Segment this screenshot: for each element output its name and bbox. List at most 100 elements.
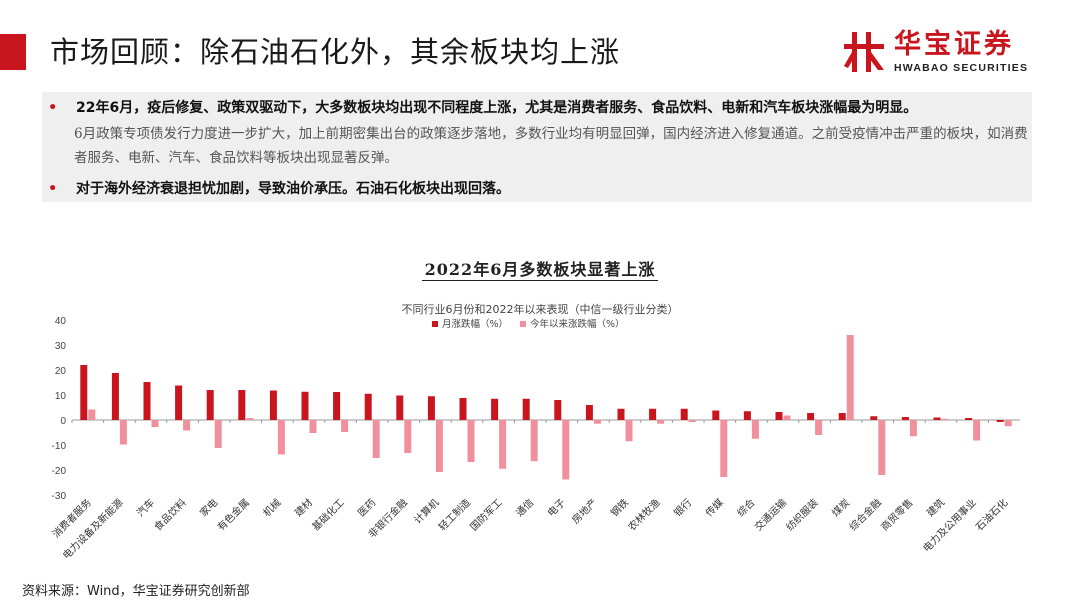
bar-ytd bbox=[435, 420, 443, 472]
bar-ytd bbox=[688, 420, 696, 422]
x-tick-label: 食品饮料 bbox=[151, 496, 188, 533]
brand-name-cn: 华宝证券 bbox=[894, 29, 1014, 60]
bar-monthly bbox=[775, 412, 783, 420]
x-tick-label: 石油石化 bbox=[973, 496, 1010, 533]
bar-monthly bbox=[269, 390, 277, 420]
x-tick-label: 通信 bbox=[514, 497, 537, 520]
bar-ytd bbox=[277, 420, 285, 455]
y-tick-label: -20 bbox=[52, 466, 67, 477]
hwabao-logo-icon bbox=[844, 32, 884, 72]
x-tick-label: 医药 bbox=[356, 497, 379, 520]
bar-ytd bbox=[467, 420, 475, 462]
bar-monthly bbox=[301, 391, 309, 420]
bar-monthly bbox=[743, 411, 751, 420]
legend-label: 月涨跌幅（%） bbox=[442, 318, 508, 330]
bar-monthly bbox=[206, 390, 214, 420]
bar-monthly bbox=[712, 410, 720, 420]
summary-detail: 6月政策专项债发行力度进一步扩大，加上前期密集出台的政策逐步落地，多数行业均有明… bbox=[74, 126, 1028, 166]
bar-ytd bbox=[530, 420, 538, 462]
bar-ytd bbox=[183, 420, 191, 431]
bar-monthly bbox=[901, 417, 909, 420]
chart-subtitle: 不同行业6月份和2022年以来表现（中信一级行业分类） bbox=[402, 302, 679, 316]
x-tick-label: 电力及公用事业 bbox=[920, 496, 979, 555]
x-tick-label: 家电 bbox=[197, 496, 220, 519]
bar-ytd bbox=[593, 420, 601, 424]
chart-title-underline bbox=[422, 280, 658, 281]
bar-ytd bbox=[404, 420, 412, 453]
x-tick-label: 综合 bbox=[734, 496, 757, 519]
bar-ytd bbox=[88, 409, 96, 420]
y-tick-label: 10 bbox=[55, 391, 67, 402]
x-tick-label: 煤炭 bbox=[829, 496, 852, 519]
x-tick-label: 机械 bbox=[260, 496, 283, 519]
bar-monthly bbox=[111, 373, 119, 420]
bar-ytd bbox=[151, 420, 159, 427]
summary-bullet-2-text: 对于海外经济衰退担忧加剧，导致油价承压。石油石化板块出现回落。 bbox=[76, 181, 510, 197]
bar-ytd bbox=[372, 420, 380, 458]
bar-ytd bbox=[246, 418, 254, 420]
bar-monthly bbox=[80, 365, 88, 420]
x-tick-label: 基础化工 bbox=[309, 496, 346, 533]
bar-ytd bbox=[625, 420, 633, 442]
bar-monthly bbox=[143, 382, 151, 420]
x-tick-label: 农林牧渔 bbox=[625, 496, 662, 533]
bar-monthly bbox=[175, 385, 183, 420]
bar-ytd bbox=[751, 420, 759, 439]
x-tick-label: 有色金属 bbox=[214, 496, 251, 533]
page-title: 市场回顾：除石油石化外，其余板块均上涨 bbox=[50, 35, 621, 69]
bar-monthly bbox=[585, 405, 593, 420]
bar-ytd bbox=[941, 418, 949, 420]
bar-monthly bbox=[933, 417, 941, 420]
bar-monthly bbox=[838, 413, 846, 420]
bar-monthly bbox=[965, 418, 973, 420]
bar-ytd bbox=[783, 415, 791, 420]
bar-monthly bbox=[522, 398, 530, 420]
x-tick-label: 建材 bbox=[292, 496, 315, 519]
bar-ytd bbox=[657, 420, 665, 424]
x-tick-label: 电子 bbox=[545, 496, 568, 519]
x-tick-label: 传媒 bbox=[703, 497, 726, 520]
y-tick-label: 40 bbox=[55, 316, 67, 327]
y-tick-label: 0 bbox=[60, 416, 66, 427]
summary-bullet-1-text: 22年6月，疫后修复、政策双驱动下，大多数板块均出现不同程度上涨，尤其是消费者服… bbox=[76, 100, 918, 116]
bar-ytd bbox=[720, 420, 728, 477]
bar-monthly bbox=[870, 416, 878, 420]
bar-monthly bbox=[491, 398, 499, 420]
bar-monthly bbox=[396, 395, 404, 420]
x-tick-label: 汽车 bbox=[134, 496, 157, 519]
x-tick-label: 纺织服装 bbox=[783, 496, 820, 533]
x-tick-label: 建筑 bbox=[924, 496, 947, 519]
bar-ytd bbox=[499, 420, 507, 469]
bar-chart: 不同行业6月份和2022年以来表现（中信一级行业分类） 40 30 20 10 0 -10 -… bbox=[49, 302, 1020, 562]
bar-ytd bbox=[909, 420, 917, 437]
bar-monthly bbox=[238, 390, 246, 420]
bar-ytd bbox=[878, 420, 886, 475]
x-tick-label: 交通运输 bbox=[752, 496, 789, 533]
bar-ytd bbox=[846, 335, 854, 420]
x-tick-label: 商贸零售 bbox=[878, 496, 915, 533]
bar-monthly bbox=[554, 400, 562, 420]
x-tick-label: 综合金融 bbox=[846, 496, 883, 533]
bar-ytd bbox=[815, 420, 823, 435]
x-tick-label: 钢铁 bbox=[608, 496, 631, 519]
x-tick-label: 房地产 bbox=[569, 496, 599, 526]
brand-name-en: HWABAO SECURITIES bbox=[894, 62, 1029, 74]
x-tick-label: 银行 bbox=[671, 496, 694, 519]
x-tick-label: 轻工制造 bbox=[436, 496, 473, 533]
y-tick-label: 20 bbox=[55, 366, 67, 377]
bar-monthly bbox=[333, 392, 341, 420]
bullet-dot-icon: • bbox=[48, 181, 58, 197]
title-accent-bar bbox=[0, 34, 26, 70]
legend-swatch bbox=[520, 321, 526, 327]
bar-ytd bbox=[973, 420, 981, 441]
bar-ytd bbox=[119, 420, 127, 445]
bar-monthly bbox=[996, 420, 1004, 422]
source-note: 资料来源：Wind，华宝证券研究创新部 bbox=[22, 584, 250, 599]
summary-panel: • 22年6月，疫后修复、政策双驱动下，大多数板块均出现不同程度上涨，尤其是消费… bbox=[42, 92, 1032, 202]
legend-swatch bbox=[432, 321, 438, 327]
bar-monthly bbox=[807, 413, 815, 420]
chart-title: 2022年6月多数板块显著上涨 bbox=[424, 260, 656, 279]
bar-ytd bbox=[1004, 420, 1012, 427]
y-tick-label: -10 bbox=[52, 441, 67, 452]
bar-monthly bbox=[649, 408, 657, 420]
